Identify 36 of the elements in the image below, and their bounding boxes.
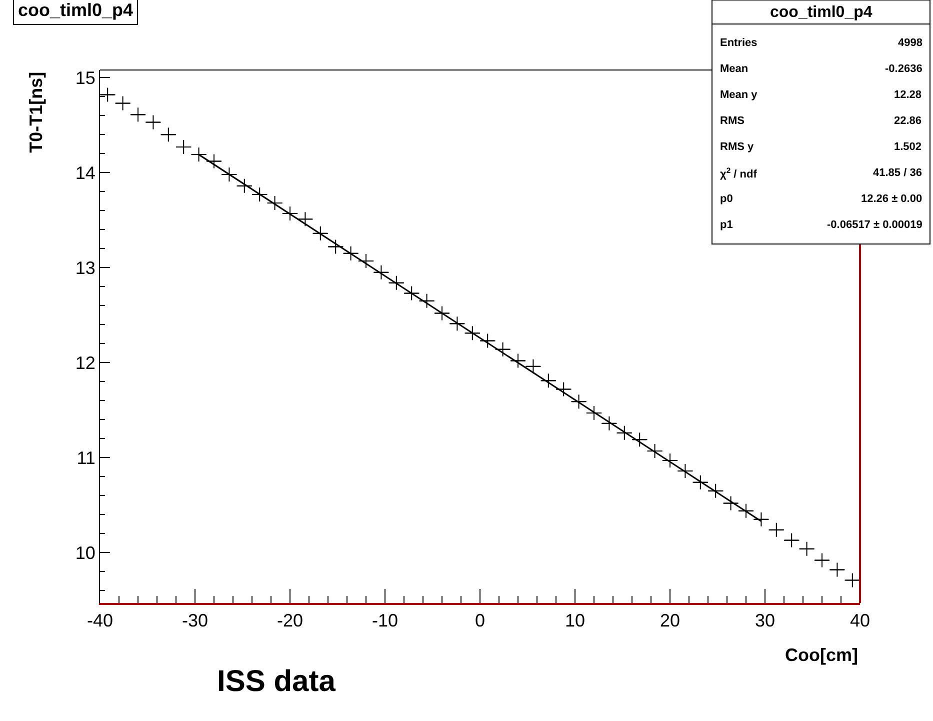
text: 4998 [898, 37, 922, 49]
annotation: -0.06517 ± 0.00019 [827, 219, 922, 231]
annotation: Mean [720, 63, 748, 75]
text: 22.86 [894, 115, 922, 127]
x-axis-title: Coo[cm] [785, 645, 858, 665]
annotation: p0 [720, 193, 733, 205]
x-tick-label: 30 [754, 610, 776, 631]
y-axis-title: T0-T1[ns] [26, 72, 46, 153]
x-tick-label: 10 [564, 610, 586, 631]
annotation: RMS y [720, 141, 754, 153]
text: -0.2636 [885, 63, 922, 75]
y-tick-label: 15 [75, 68, 96, 88]
y-tick-label: 12 [75, 352, 96, 373]
x-tick-label: -20 [276, 610, 304, 631]
text: 12.28 [894, 89, 922, 101]
text: 1.502 [894, 141, 922, 153]
x-tick-label: 40 [850, 610, 870, 631]
y-tick-label: 13 [75, 258, 96, 278]
annotation: RMS [720, 115, 744, 127]
x-tick-label: -40 [86, 610, 114, 631]
x-tick-label: -30 [182, 610, 208, 631]
text: Entries [720, 37, 758, 49]
x-tick-label: -10 [372, 610, 398, 631]
annotation: χ$^{2}$ / ndf [720, 166, 758, 181]
annotation: Mean y [720, 89, 758, 101]
text: 41.85 / 36 [873, 167, 922, 179]
y-tick-label: 14 [75, 162, 96, 183]
y-tick-label: 11 [76, 448, 96, 468]
text: ISS data [217, 665, 336, 698]
chart-title: coo_timl0_p4 [18, 0, 134, 20]
y-tick-label: 10 [75, 542, 96, 563]
x-tick-label: 20 [660, 610, 680, 631]
text: coo_timl0_p4 [770, 4, 872, 21]
text: 12.26 ± 0.00 [861, 193, 922, 205]
x-tick-label: 0 [474, 610, 486, 631]
annotation: p1 [720, 219, 733, 231]
